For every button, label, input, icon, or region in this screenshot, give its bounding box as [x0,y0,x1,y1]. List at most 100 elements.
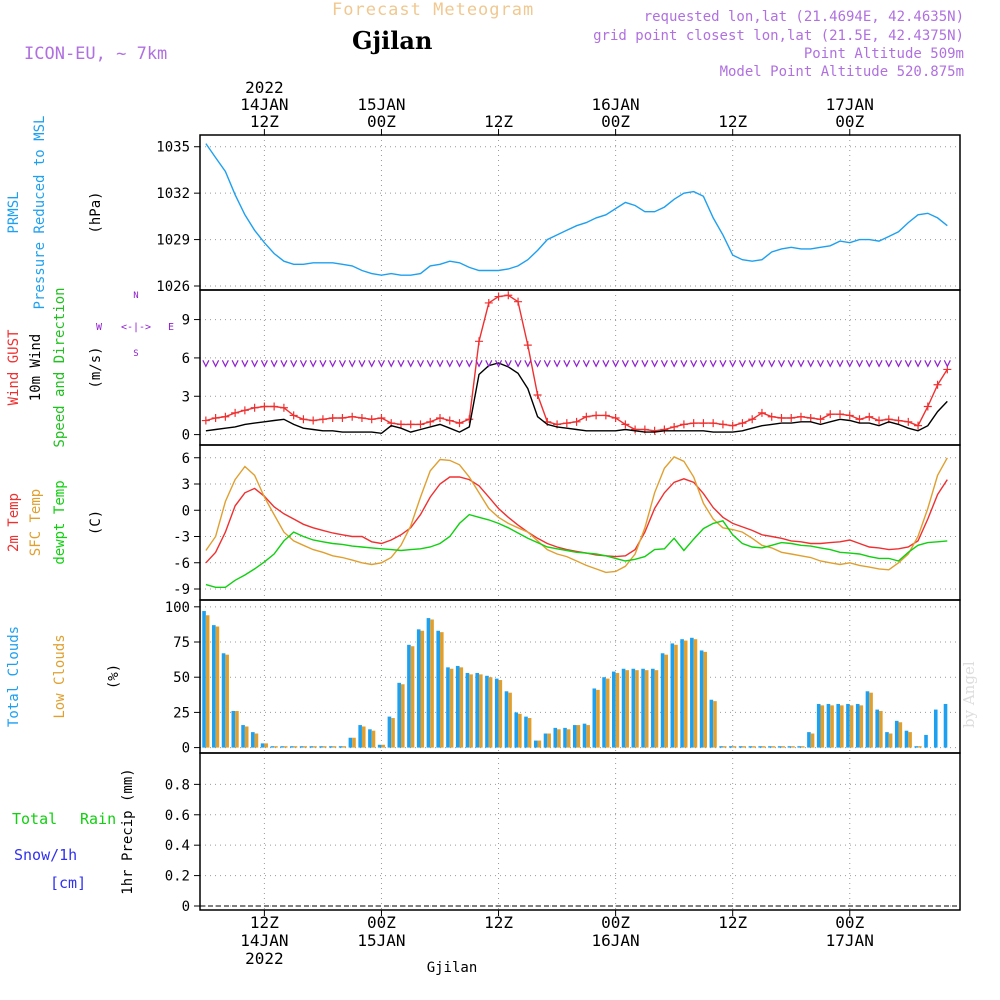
gust-marker [406,420,415,429]
axis-label-2: Speed and Direction [52,287,68,447]
gust-marker [611,413,620,422]
bar-low-clouds [800,746,805,748]
direction-arrow [943,360,951,368]
top-time-label: 2022 [245,78,284,97]
gust-marker [426,417,435,426]
bar-low-clouds [635,670,639,748]
direction-arrow [358,360,366,368]
bar-low-clouds [752,746,756,748]
direction-arrow [377,360,385,368]
y-tick-label: 1026 [156,279,190,295]
direction-arrow [290,360,298,368]
bar-total-clouds [836,703,840,748]
gust-marker [621,420,630,429]
bar-low-clouds [488,677,493,748]
bar-low-clouds [771,746,776,748]
product-title: Forecast Meteogram [332,0,535,20]
bar-total-clouds [348,737,353,748]
gust-marker [279,403,288,412]
bar-low-clouds [918,746,922,748]
direction-arrow [495,360,503,368]
gust-marker [270,402,279,411]
bottom-time-label: 2022 [245,949,284,968]
direction-arrow [592,360,600,368]
legend-snow-unit: [cm] [50,874,86,892]
bar-low-clouds [479,674,483,748]
bar-low-clouds [908,732,912,748]
bar-total-clouds [455,665,460,748]
axis-label-2: (%) [106,664,122,689]
bottom-time-label: 17JAN [826,931,874,950]
direction-arrow [885,360,893,368]
gust-marker [318,415,327,424]
bar-low-clouds [898,722,903,748]
gust-marker [757,408,766,417]
direction-arrow [543,360,551,368]
direction-arrow [319,360,327,368]
legend-snow: Snow/1h [14,846,77,864]
gust-marker [787,413,796,422]
bar-low-clouds [781,746,786,748]
bar-total-clouds [846,703,850,748]
direction-arrow [212,360,220,368]
bar-total-clouds [202,611,206,748]
direction-arrow [641,360,649,368]
bar-low-clouds [430,619,434,748]
y-tick-label: 0 [182,503,190,519]
bar-low-clouds [361,726,366,748]
compass-arrows: <-|-> [121,322,151,333]
gust-marker [582,412,591,421]
gust-marker [250,403,259,412]
grid-point-coordinates: grid point closest lon,lat (21.5E, 42.43… [593,28,964,44]
bar-low-clouds [644,670,649,748]
top-time-label: 00Z [601,112,630,131]
bar-low-clouds [722,746,727,748]
axis-label-1: Pressure Reduced to MSL [32,116,48,310]
gust-marker [933,380,942,389]
gust-marker [845,411,854,420]
bar-low-clouds [332,746,337,748]
bar-total-clouds [875,709,880,748]
gust-marker [748,415,757,424]
bar-low-clouds [859,705,864,748]
legend-rain: Rain [80,810,116,828]
y-tick-label: -3 [173,530,190,546]
bar-total-clouds [914,746,919,748]
gust-marker [260,402,269,411]
y-tick-label: -9 [173,582,190,598]
bar-low-clouds [888,733,893,748]
top-time-label: 00Z [367,112,396,131]
bar-total-clouds [514,712,519,748]
bar-total-clouds [807,732,811,748]
direction-arrow [875,360,883,368]
direction-arrow [680,360,688,368]
bar-total-clouds [924,734,928,748]
direction-arrow [553,360,561,368]
bar-low-clouds [810,733,815,748]
gust-marker [904,417,913,426]
bar-total-clouds [690,637,694,748]
gust-marker [806,413,815,422]
bar-total-clouds [221,653,226,748]
gust-marker [504,291,513,300]
bar-total-clouds [329,746,333,748]
bar-low-clouds [498,680,503,748]
direction-arrow [387,360,395,368]
gust-marker [631,425,640,434]
y-tick-label: 1029 [156,233,190,249]
direction-arrow [455,360,464,368]
gust-marker [514,297,523,306]
gust-marker [660,425,669,434]
gust-marker [357,413,366,422]
gust-marker [728,421,737,430]
bar-total-clouds [533,740,538,748]
gust-marker [679,420,688,429]
bar-total-clouds [904,730,909,748]
direction-arrow [309,360,317,368]
bar-total-clouds [582,723,587,748]
gust-marker [796,412,805,421]
bar-low-clouds [449,668,454,748]
bar-low-clouds [400,684,405,748]
bar-total-clouds [651,668,655,748]
